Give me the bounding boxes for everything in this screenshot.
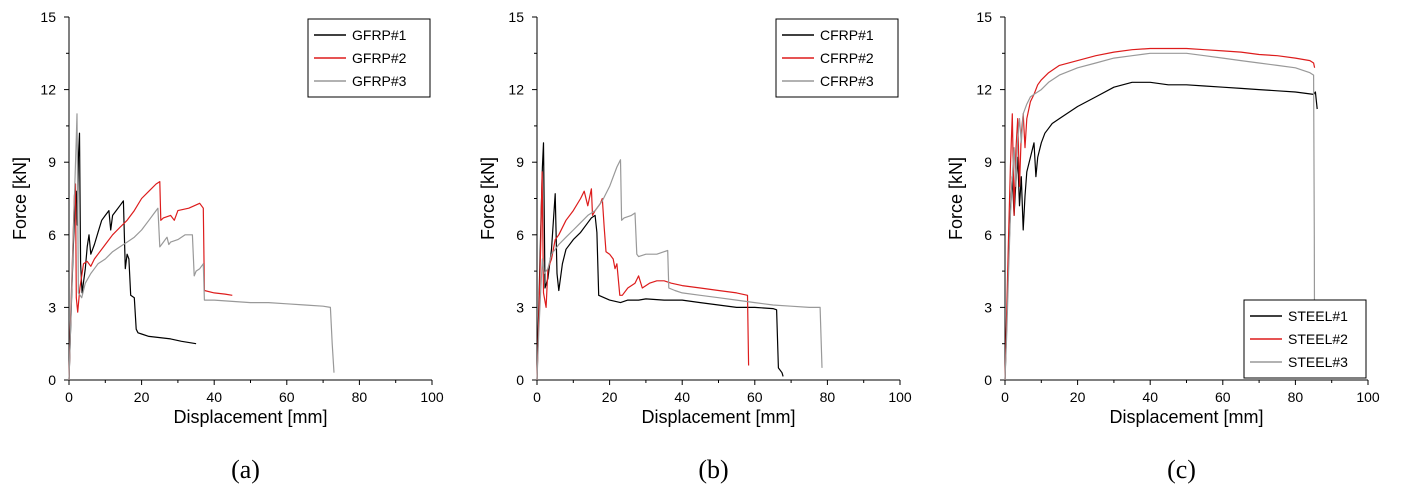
x-tick-label: 100: [420, 389, 444, 405]
chart-svg-b: 0 3 6 9 12 15 0 20 40 60 80 100 Displacement [mm] For…: [478, 9, 912, 484]
legend-label: CFRP#2: [820, 50, 874, 66]
y-tick-label: 6: [48, 227, 56, 243]
y-tick-label: 12: [976, 82, 992, 98]
y-tick-label: 15: [976, 9, 992, 25]
x-tick-label: 20: [134, 389, 150, 405]
y-tick-label: 3: [48, 299, 56, 315]
x-tick-label: 100: [888, 389, 912, 405]
chart-svg-c: 0 3 6 9 12 15 0 20 40 60 80 100 Displacement [mm] For…: [946, 9, 1380, 484]
chart-svg-a: 0 3 6 9 12 15 0 20 40 60 80 100 Displacement [mm] For…: [10, 9, 444, 484]
y-tick-label: 0: [516, 372, 524, 388]
x-tick-label: 0: [533, 389, 541, 405]
x-tick-label: 0: [1001, 389, 1009, 405]
x-tick-label: 80: [1288, 389, 1304, 405]
x-tick-label: 20: [1070, 389, 1086, 405]
y-tick-label: 0: [48, 372, 56, 388]
y-tick-label: 15: [508, 9, 524, 25]
chart-panel-a: 0 3 6 9 12 15 0 20 40 60 80 100 Displacement [mm] For…: [0, 0, 467, 488]
legend-label: STEEL#1: [1288, 308, 1348, 324]
y-tick-label: 3: [984, 299, 992, 315]
x-tick-label: 60: [279, 389, 295, 405]
chart-panel-b: 0 3 6 9 12 15 0 20 40 60 80 100 Displacement [mm] For…: [468, 0, 935, 488]
series-line-cfrp-3: [536, 159, 823, 381]
x-tick-label: 100: [1356, 389, 1380, 405]
series-line-cfrp-1: [536, 142, 784, 381]
y-axis-title: Force [kN]: [10, 157, 30, 240]
x-tick-label: 80: [352, 389, 368, 405]
y-tick-label: 9: [984, 154, 992, 170]
y-tick-label: 12: [40, 82, 56, 98]
y-tick-label: 15: [40, 9, 56, 25]
y-tick-label: 0: [984, 372, 992, 388]
y-tick-label: 9: [516, 154, 524, 170]
series-line-steel-3: [1004, 52, 1316, 381]
x-axis-title: Displacement [mm]: [641, 407, 795, 427]
x-axis-title: Displacement [mm]: [1109, 407, 1263, 427]
x-tick-label: 40: [206, 389, 222, 405]
legend-label: GFRP#3: [352, 73, 407, 89]
x-tick-label: 60: [1215, 389, 1231, 405]
x-tick-label: 0: [65, 389, 73, 405]
x-axis-title: Displacement [mm]: [173, 407, 327, 427]
series-line-gfrp-1: [68, 132, 197, 381]
chart-caption: (b): [698, 455, 728, 484]
y-tick-label: 9: [48, 154, 56, 170]
series-line-gfrp-3: [68, 113, 335, 381]
y-tick-label: 12: [508, 82, 524, 98]
legend-label: CFRP#3: [820, 73, 874, 89]
x-tick-label: 20: [602, 389, 618, 405]
x-tick-label: 40: [1142, 389, 1158, 405]
y-tick-label: 3: [516, 299, 524, 315]
x-tick-label: 80: [820, 389, 836, 405]
legend-label: STEEL#2: [1288, 331, 1348, 347]
legend-label: GFRP#2: [352, 50, 407, 66]
chart-panel-c: 0 3 6 9 12 15 0 20 40 60 80 100 Displacement [mm] For…: [936, 0, 1402, 488]
y-tick-label: 6: [516, 227, 524, 243]
series-line-cfrp-2: [536, 171, 750, 381]
y-tick-label: 6: [984, 227, 992, 243]
x-tick-label: 40: [674, 389, 690, 405]
series-line-gfrp-2: [68, 181, 233, 381]
chart-caption: (c): [1167, 455, 1196, 484]
legend-label: GFRP#1: [352, 27, 407, 43]
y-axis-title: Force [kN]: [478, 157, 498, 240]
legend-label: CFRP#1: [820, 27, 874, 43]
chart-caption: (a): [231, 455, 260, 484]
x-tick-label: 60: [747, 389, 763, 405]
y-axis-title: Force [kN]: [946, 157, 966, 240]
legend-label: STEEL#3: [1288, 354, 1348, 370]
